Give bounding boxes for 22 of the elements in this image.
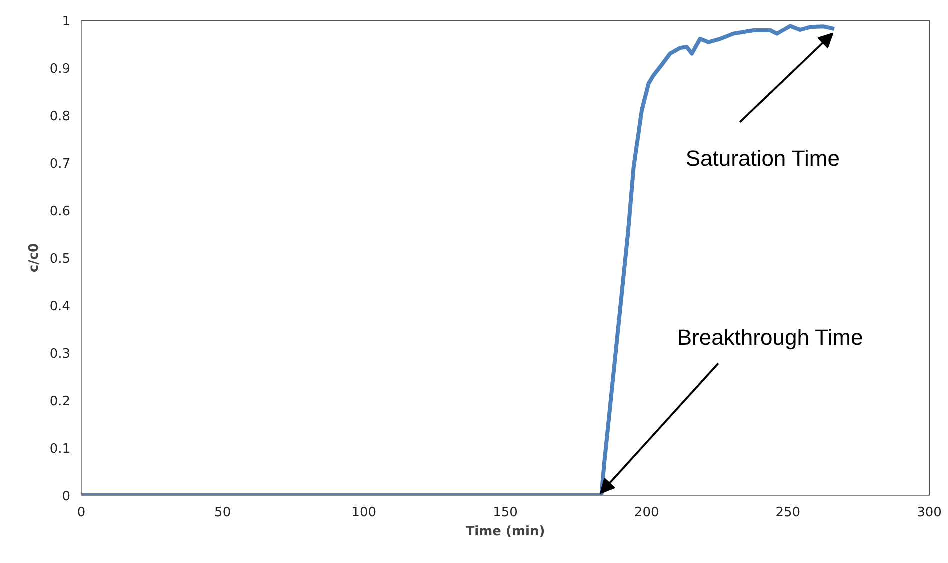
y-tick-label: 0.9 <box>50 62 71 77</box>
y-tick-label: 0.6 <box>50 204 71 220</box>
y-tick-label: 0.2 <box>50 394 71 410</box>
x-tick-label: 200 <box>634 506 660 520</box>
x-tick-label: 100 <box>352 506 377 520</box>
annotation: Breakthrough Time <box>677 325 864 350</box>
x-axis-title: Time (min) <box>466 524 546 540</box>
x-tick-label: 50 <box>214 506 232 520</box>
y-tick-label: 0.8 <box>50 110 71 124</box>
x-tick-label: 250 <box>776 506 801 520</box>
y-tick-label: 1 <box>62 14 71 30</box>
y-tick-label: 0.1 <box>50 442 71 457</box>
x-tick-label: 150 <box>493 506 518 520</box>
x-tick-label: 300 <box>917 506 942 520</box>
y-axis-title: c/c0 <box>26 243 42 273</box>
y-tick-label: 0.4 <box>50 300 71 314</box>
annotation: Saturation Time <box>686 146 840 171</box>
y-tick-label: 0.3 <box>50 347 71 362</box>
x-tick-label: 0 <box>77 506 86 520</box>
y-tick-label: 0.5 <box>50 252 71 267</box>
y-tick-label: 0.7 <box>50 157 71 172</box>
y-tick-label: 0 <box>62 490 71 504</box>
